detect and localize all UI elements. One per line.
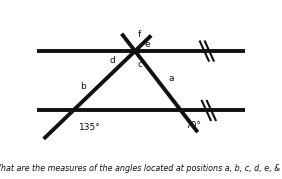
Text: e: e bbox=[145, 40, 151, 49]
Text: a: a bbox=[169, 74, 174, 83]
Text: 135°: 135° bbox=[79, 123, 101, 132]
Text: 70°: 70° bbox=[185, 121, 201, 130]
Text: d: d bbox=[109, 56, 115, 65]
Text: c: c bbox=[137, 60, 142, 69]
Text: What are the measures of the angles located at positions a, b, c, d, e, & f?: What are the measures of the angles loca… bbox=[0, 165, 282, 173]
Text: f: f bbox=[138, 30, 141, 39]
Text: b: b bbox=[80, 82, 85, 91]
